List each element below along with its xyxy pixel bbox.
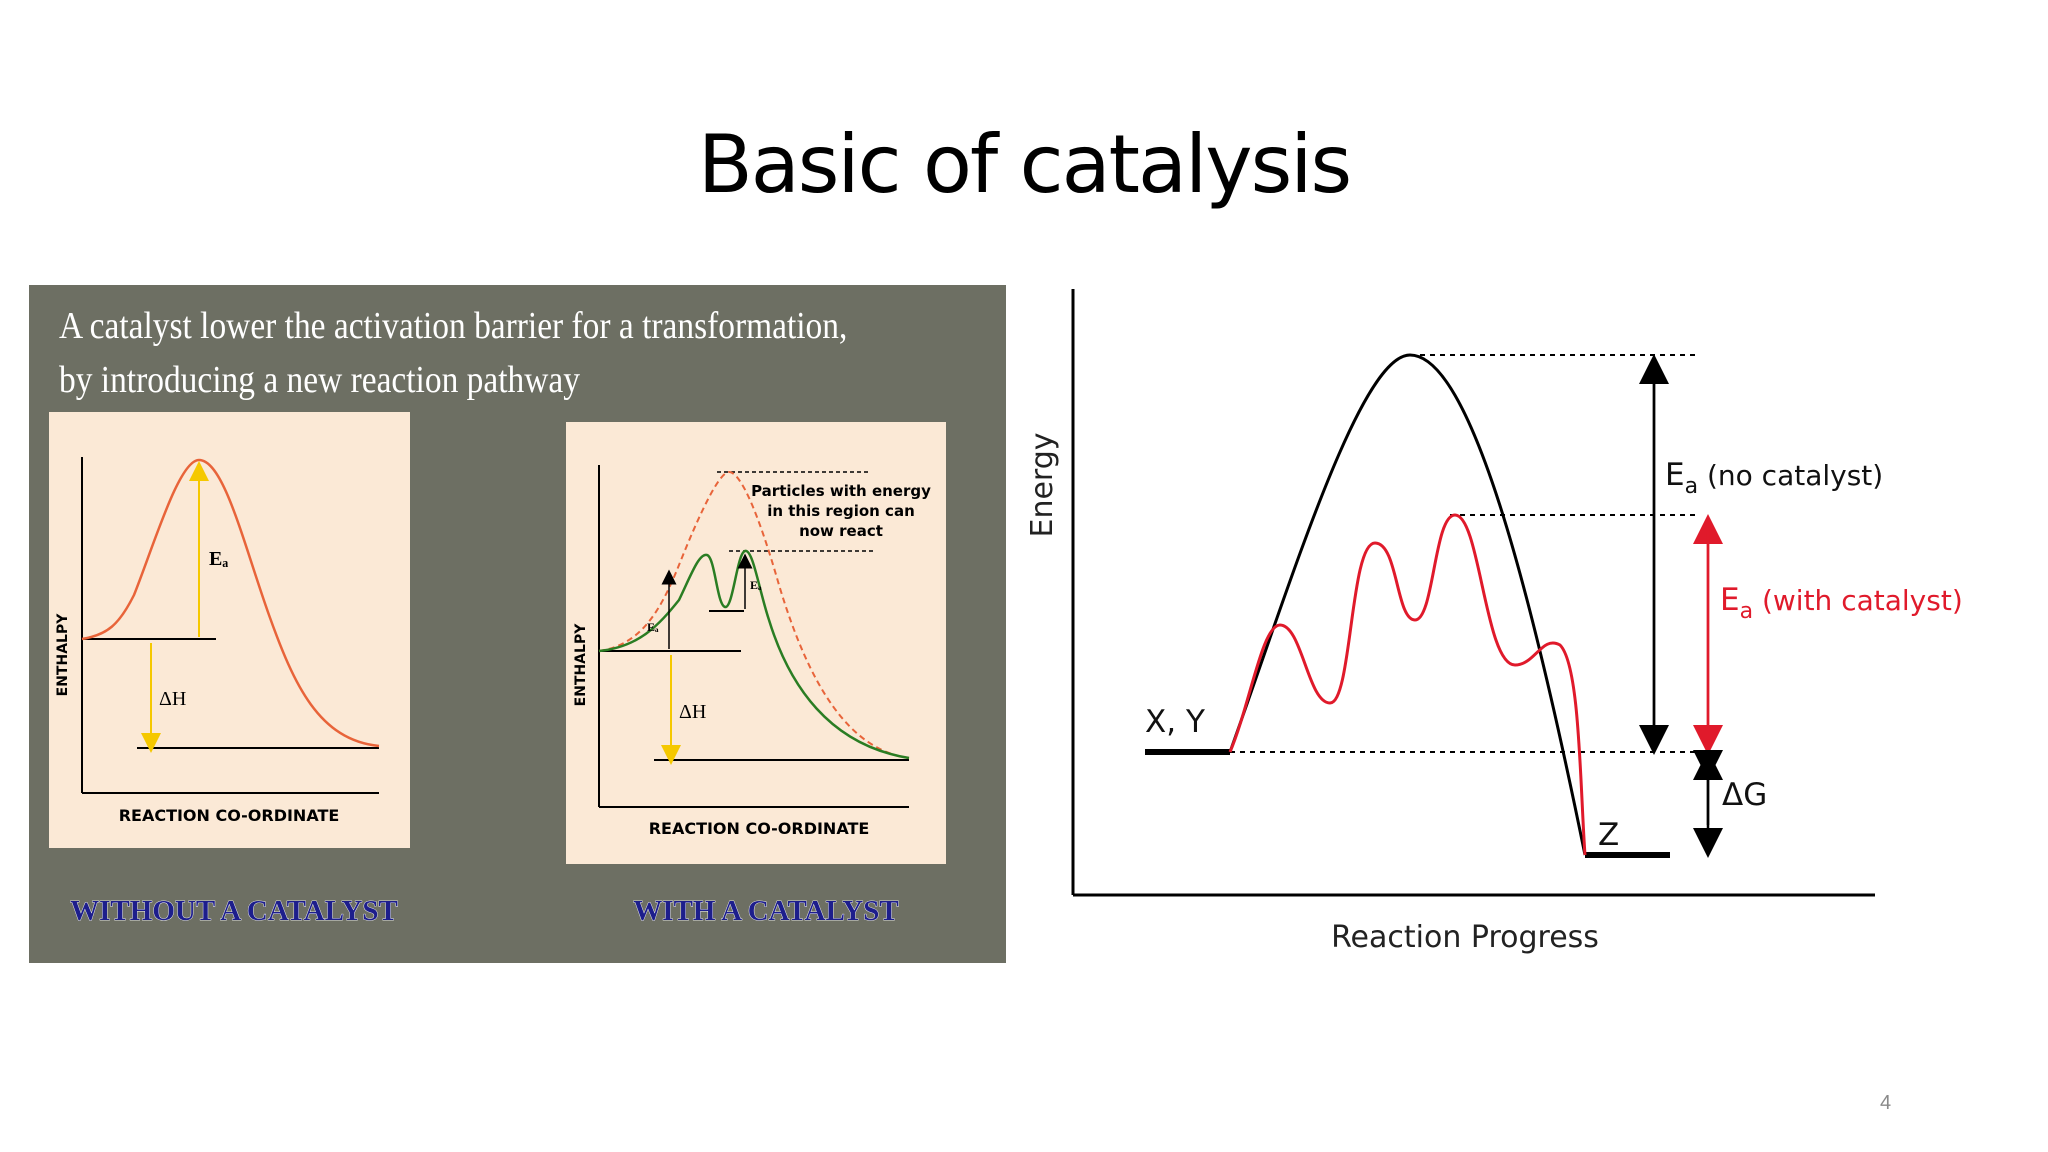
ea-no-catalyst-main: E	[1665, 457, 1685, 493]
x-axis-label: REACTION CO-ORDINATE	[119, 806, 340, 825]
energy-curve	[81, 458, 380, 748]
catalysed-curve	[598, 549, 910, 760]
note-line-1: Particles with energy	[751, 482, 931, 500]
note-line-2: in this region can	[767, 502, 915, 520]
y-axis-label: Energy	[1030, 432, 1060, 537]
catalyzed-curve	[1228, 513, 1587, 856]
with-catalyst-plot: ENTHALPY Eₐ Eₐ ΔH Particles with energy …	[566, 422, 946, 864]
slide-title: Basic of catalysis	[697, 118, 1352, 211]
uncatalyzed-curve	[1228, 353, 1587, 856]
y-axis-label: ENTHALPY	[573, 623, 589, 707]
uncatalysed-curve	[598, 470, 910, 759]
dg-label: ΔG	[1722, 777, 1767, 813]
with-catalyst-caption: WITH A CATALYST	[633, 895, 898, 927]
page-number: 4	[1880, 1092, 1892, 1114]
product-label: Z	[1598, 817, 1619, 853]
x-axis-label: Reaction Progress	[1331, 920, 1599, 955]
ea2-label: Eₐ	[750, 578, 762, 592]
without-catalyst-caption: WITHOUT A CATALYST	[70, 895, 398, 927]
ea-with-catalyst-sub: a	[1740, 599, 1753, 624]
dh-label: ΔH	[159, 688, 186, 710]
ea-with-catalyst-main: E	[1720, 582, 1740, 618]
y-axis-label: ENTHALPY	[55, 613, 71, 697]
energy-profile-diagram: Energy Reaction Progress X, Y Z Ea (no c…	[1030, 289, 1963, 955]
ea-with-catalyst-label: Ea (with catalyst)	[1720, 582, 1963, 624]
catalyst-comparison-panel: A catalyst lower the activation barrier …	[29, 285, 1006, 963]
ea-label: Eₐ	[647, 620, 659, 634]
ea-no-catalyst-label: Ea (no catalyst)	[1665, 457, 1883, 499]
ea-with-catalyst-rest: (with catalyst)	[1753, 584, 1963, 617]
ea-no-catalyst-rest: (no catalyst)	[1698, 459, 1883, 492]
note-line-3: now react	[799, 522, 883, 540]
ea-label: Eₐ	[209, 548, 228, 570]
reactants-label: X, Y	[1145, 704, 1205, 740]
plot-background	[49, 412, 410, 848]
dh-label: ΔH	[679, 701, 706, 723]
without-catalyst-plot: ENTHALPY Eₐ ΔH REACTION CO-ORDINATE	[49, 412, 410, 848]
panel-caption: A catalyst lower the activation barrier …	[59, 305, 848, 401]
x-axis-label: REACTION CO-ORDINATE	[649, 819, 870, 838]
ea-no-catalyst-sub: a	[1685, 474, 1698, 499]
